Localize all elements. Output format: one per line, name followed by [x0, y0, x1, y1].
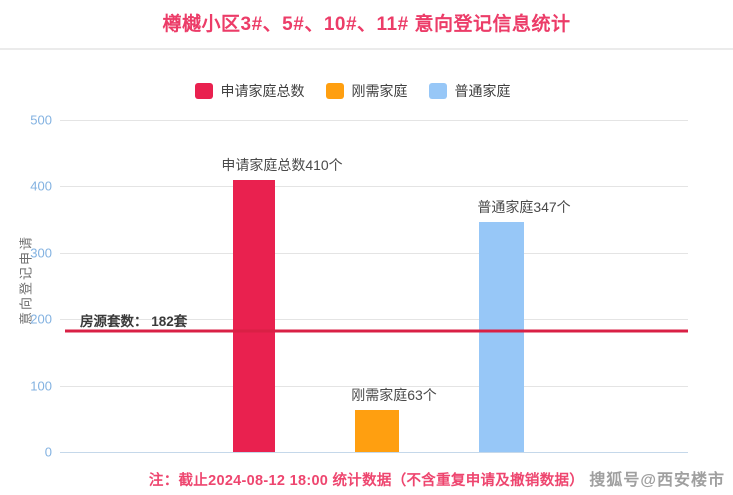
legend-swatch-total-icon: [194, 83, 213, 99]
legend-swatch-normal-icon: [428, 83, 447, 99]
y-tick-label: 0: [44, 444, 52, 460]
bar-value-label-rigid: 刚需家庭63个: [351, 387, 437, 404]
y-tick-label: 300: [30, 245, 52, 261]
bar-value-label-total: 申请家庭总数410个: [221, 156, 343, 173]
reference-line-label: 房源套数： 182套: [80, 314, 188, 330]
gridline: [60, 252, 688, 254]
gridline: [60, 120, 688, 121]
header-divider: [0, 48, 733, 50]
legend-label-total: 申请家庭总数: [220, 83, 305, 99]
legend-item-rigid[interactable]: 刚需家庭: [325, 81, 408, 101]
legend-item-total[interactable]: 申请家庭总数: [194, 81, 305, 101]
legend-label-normal: 普通家庭: [454, 83, 511, 99]
legend-swatch-rigid-icon: [325, 83, 344, 99]
watermark: 搜狐号@西安楼市: [589, 472, 725, 489]
bar-normal-families: [479, 221, 524, 452]
y-tick-label: 400: [30, 178, 52, 194]
gridline: [60, 186, 688, 188]
legend-label-rigid: 刚需家庭: [351, 83, 408, 99]
plot-area: 申请家庭总数410个 刚需家庭63个 普通家庭347个 房源套数： 182套 0…: [30, 113, 688, 460]
reference-line-housing-supply: [65, 329, 688, 333]
y-tick-label: 200: [30, 311, 52, 327]
gridline: [60, 319, 688, 321]
gridline: [60, 385, 688, 387]
x-axis-line: [60, 452, 688, 453]
y-tick-label: 100: [30, 378, 52, 394]
footnote: 注：截止2024-08-12 18:00 统计数据（不含重复申请及撤销数据）: [148, 473, 585, 489]
bar-value-label-normal: 普通家庭347个: [477, 198, 571, 215]
bar-total-applicants: [233, 179, 275, 452]
legend: 申请家庭总数 刚需家庭 普通家庭: [0, 82, 719, 100]
page-title: 樽樾小区3#、5#、10#、11# 意向登记信息统计: [162, 14, 571, 35]
bar-rigid-demand-families: [355, 410, 399, 452]
y-tick-label: 500: [30, 112, 52, 128]
legend-item-normal[interactable]: 普通家庭: [428, 81, 511, 101]
